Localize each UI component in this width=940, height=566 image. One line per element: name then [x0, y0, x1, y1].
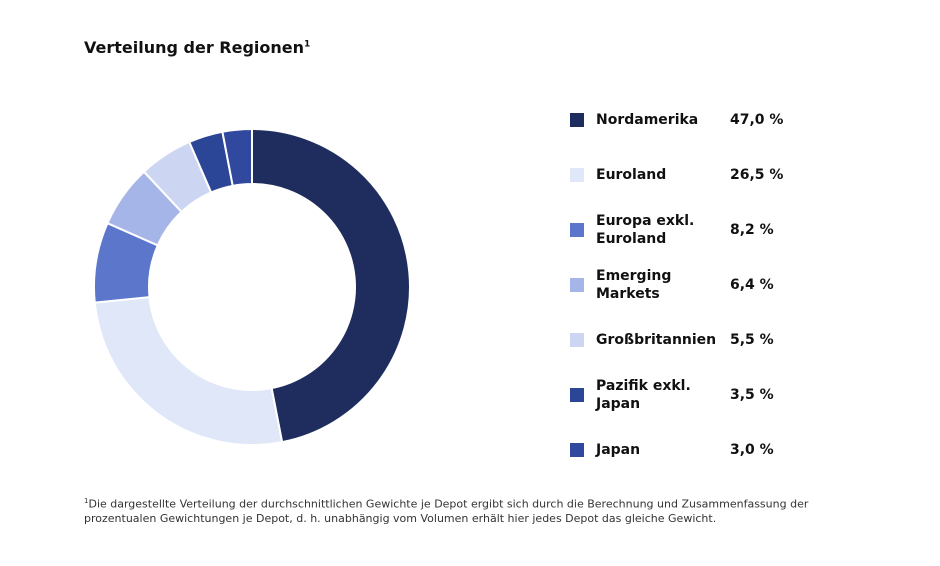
chart-title-wrap: Verteilung der Regionen1: [84, 38, 310, 57]
legend-item: Japan 3,0 %: [570, 430, 830, 470]
legend-item: Emerging Markets 6,4 %: [570, 265, 830, 305]
legend-swatch: [570, 388, 584, 402]
legend-item: Großbritannien 5,5 %: [570, 320, 830, 360]
legend-swatch: [570, 168, 584, 182]
donut-slice: [251, 127, 411, 444]
chart-title: Verteilung der Regionen: [84, 38, 305, 57]
legend-label: Nordamerika: [596, 112, 699, 128]
donut-slice: [221, 127, 253, 187]
value-label: 3,0 %: [730, 442, 774, 458]
legend-item: Nordamerika 47,0 %: [570, 100, 830, 140]
legend-swatch: [570, 223, 584, 237]
title-note: 1: [304, 39, 311, 50]
donut-chart: [93, 127, 411, 446]
footnote-mark: 1: [84, 497, 89, 505]
value-label: 47,0 %: [730, 112, 784, 128]
legend-item: Pazifik exkl. Japan 3,5 %: [570, 375, 830, 415]
value-label: 26,5 %: [730, 167, 784, 183]
footnote-wrap: 1Die dargestellte Verteilung der durchsc…: [84, 494, 814, 526]
legend-swatch: [570, 443, 584, 457]
legend-label: Europa exkl. Euroland: [596, 213, 695, 247]
legend-label: Japan: [596, 442, 641, 458]
legend-swatch: [570, 113, 584, 127]
value-label: 6,4 %: [730, 277, 774, 293]
value-label: 5,5 %: [730, 332, 774, 348]
value-label: 8,2 %: [730, 222, 774, 238]
legend-item: Europa exkl. Euroland 8,2 %: [570, 210, 830, 250]
legend-label: Pazifik exkl. Japan: [596, 378, 691, 412]
legend-item: Euroland 26,5 %: [570, 155, 830, 195]
legend-swatch: [570, 333, 584, 347]
legend-swatch: [570, 278, 584, 292]
legend-label: Emerging Markets: [596, 268, 672, 302]
donut-slice: [93, 296, 284, 446]
footnote: Die dargestellte Verteilung der durchsch…: [84, 497, 809, 525]
legend-label: Großbritannien: [596, 332, 717, 348]
legend-label: Euroland: [596, 167, 667, 183]
value-label: 3,5 %: [730, 387, 774, 403]
